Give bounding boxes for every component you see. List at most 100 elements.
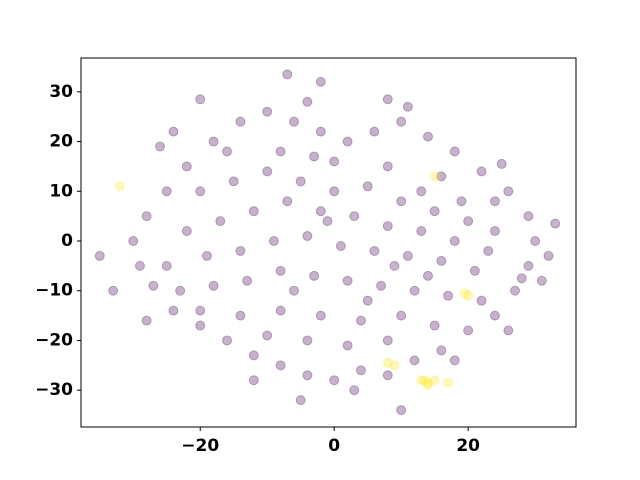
point: [114, 181, 125, 192]
point: [275, 305, 286, 316]
point: [168, 305, 179, 316]
point: [342, 275, 353, 286]
point: [429, 171, 440, 182]
point: [523, 260, 534, 271]
point: [382, 357, 393, 368]
y-tick-label: 30: [49, 82, 73, 102]
point: [396, 405, 407, 416]
point: [429, 206, 440, 217]
point: [396, 116, 407, 127]
point: [536, 275, 547, 286]
plot-frame: [80, 57, 577, 428]
y-tick-label: 10: [49, 181, 73, 201]
point: [262, 330, 273, 341]
point: [376, 280, 387, 291]
point: [463, 325, 474, 336]
point: [396, 310, 407, 321]
point: [469, 265, 480, 276]
x-tick-label: −20: [181, 436, 219, 456]
point: [349, 385, 360, 396]
point: [449, 236, 460, 247]
point: [315, 76, 326, 87]
point: [329, 186, 340, 197]
point: [436, 171, 447, 182]
x-tick-label: 20: [456, 436, 480, 456]
point: [516, 273, 527, 284]
point: [355, 315, 366, 326]
point: [443, 377, 454, 388]
point: [168, 126, 179, 137]
point: [389, 360, 400, 371]
point: [483, 245, 494, 256]
point: [382, 370, 393, 381]
point: [235, 116, 246, 127]
point: [309, 151, 320, 162]
point: [282, 69, 293, 80]
point: [201, 250, 212, 261]
point: [396, 196, 407, 207]
point: [161, 260, 172, 271]
point: [456, 196, 467, 207]
point: [382, 221, 393, 232]
point: [315, 310, 326, 321]
point: [302, 96, 313, 107]
point: [175, 285, 186, 296]
point: [416, 375, 427, 386]
point: [476, 295, 487, 306]
point: [315, 206, 326, 217]
point: [295, 395, 306, 406]
point: [530, 236, 541, 247]
point: [195, 320, 206, 331]
point: [215, 216, 226, 227]
point: [476, 166, 487, 177]
point: [208, 136, 219, 147]
point: [275, 360, 286, 371]
point: [302, 231, 313, 242]
point: [382, 94, 393, 105]
point: [268, 236, 279, 247]
point: [489, 196, 500, 207]
point: [402, 250, 413, 261]
point: [161, 186, 172, 197]
point: [342, 340, 353, 351]
point: [195, 94, 206, 105]
point: [248, 350, 259, 361]
point: [141, 315, 152, 326]
point: [295, 176, 306, 187]
point: [329, 156, 340, 167]
point: [248, 206, 259, 217]
point: [449, 146, 460, 157]
y-tick-label: 0: [61, 231, 73, 251]
point: [489, 226, 500, 237]
point: [289, 116, 300, 127]
point: [510, 285, 521, 296]
point: [362, 181, 373, 192]
point: [459, 288, 470, 299]
point: [335, 240, 346, 251]
point: [222, 335, 233, 346]
point: [382, 335, 393, 346]
point: [94, 250, 105, 261]
point: [222, 146, 233, 157]
point: [523, 211, 534, 222]
point: [108, 285, 119, 296]
point: [369, 245, 380, 256]
x-tick-label: 0: [328, 436, 340, 456]
point: [349, 211, 360, 222]
point: [148, 280, 159, 291]
point: [315, 126, 326, 137]
point: [496, 158, 507, 169]
point: [155, 141, 166, 152]
point: [503, 325, 514, 336]
point: [342, 136, 353, 147]
y-tick-label: −20: [35, 330, 73, 350]
point: [429, 375, 440, 386]
point: [419, 375, 430, 386]
point: [322, 216, 333, 227]
point: [463, 216, 474, 227]
point: [422, 270, 433, 281]
point: [195, 186, 206, 197]
point: [141, 211, 152, 222]
